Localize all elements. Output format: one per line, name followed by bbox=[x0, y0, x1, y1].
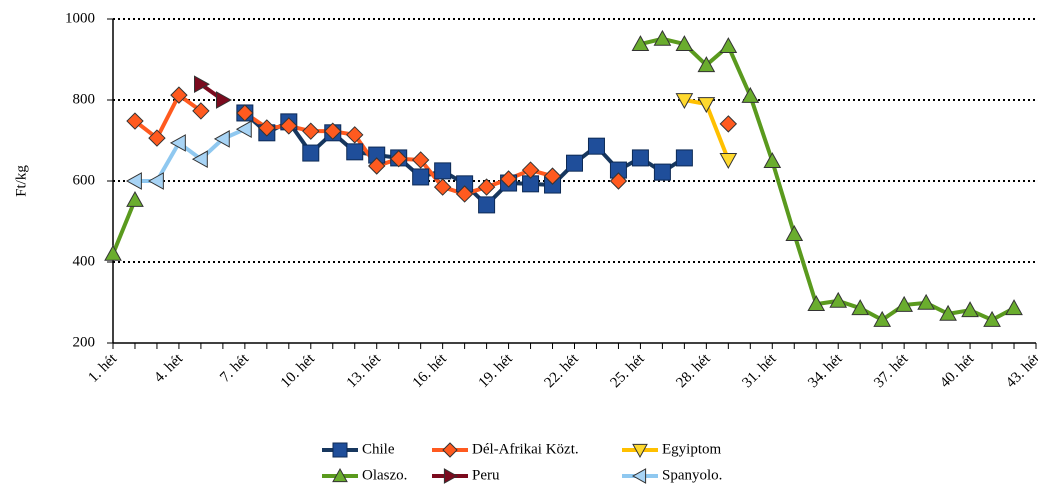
marker bbox=[785, 225, 804, 241]
marker bbox=[213, 130, 230, 148]
series-line bbox=[135, 95, 728, 194]
marker bbox=[763, 152, 782, 169]
marker bbox=[455, 185, 474, 203]
marker bbox=[194, 75, 210, 94]
legend-label: Egyiptom bbox=[662, 441, 721, 457]
marker bbox=[873, 310, 892, 327]
legend-marker bbox=[332, 442, 348, 458]
marker bbox=[675, 149, 693, 167]
x-tick-label: 4. hét bbox=[151, 350, 186, 385]
marker bbox=[961, 301, 979, 318]
marker bbox=[389, 150, 408, 168]
x-tick-label: 43. hét bbox=[1003, 350, 1038, 391]
marker bbox=[719, 153, 738, 169]
marker bbox=[258, 119, 276, 137]
marker bbox=[653, 29, 672, 46]
marker bbox=[499, 170, 518, 188]
legend-marker bbox=[332, 467, 348, 483]
marker bbox=[125, 172, 142, 190]
marker bbox=[675, 93, 694, 110]
y-tick-label: 600 bbox=[73, 172, 96, 188]
marker bbox=[653, 163, 671, 181]
x-tick-label: 1. hét bbox=[85, 350, 120, 385]
marker bbox=[697, 56, 716, 73]
marker bbox=[433, 178, 452, 196]
marker bbox=[346, 143, 364, 161]
marker bbox=[807, 295, 826, 312]
marker bbox=[191, 150, 208, 168]
legend-marker bbox=[632, 443, 648, 459]
marker bbox=[170, 86, 188, 104]
legend-label: Spanyolo. bbox=[662, 467, 722, 483]
x-tick-label: 40. hét bbox=[937, 350, 978, 391]
marker bbox=[1005, 299, 1023, 316]
x-tick-label: 31. hét bbox=[739, 350, 780, 391]
marker bbox=[368, 157, 386, 175]
marker bbox=[126, 112, 144, 130]
x-tick-label: 28. hét bbox=[673, 350, 714, 391]
marker bbox=[104, 244, 122, 261]
marker bbox=[346, 126, 364, 144]
series-line bbox=[111, 36, 1015, 322]
marker bbox=[829, 291, 848, 308]
legend-label: Chile bbox=[362, 441, 395, 457]
marker bbox=[126, 191, 144, 207]
marker bbox=[697, 97, 716, 114]
legend-marker bbox=[443, 468, 459, 484]
marker bbox=[280, 117, 298, 135]
marker bbox=[478, 196, 496, 214]
x-tick-label: 22. hét bbox=[542, 350, 583, 391]
marker bbox=[302, 122, 320, 140]
marker bbox=[631, 35, 650, 52]
marker bbox=[895, 295, 913, 312]
marker bbox=[631, 149, 649, 167]
y-tick-label: 200 bbox=[73, 334, 96, 350]
marker bbox=[169, 134, 186, 152]
marker bbox=[851, 299, 870, 316]
marker bbox=[412, 168, 430, 186]
marker bbox=[741, 86, 760, 103]
marker bbox=[521, 161, 540, 179]
x-tick-label: 16. hét bbox=[410, 350, 451, 391]
y-tick-label: 800 bbox=[73, 91, 96, 107]
marker bbox=[477, 178, 496, 196]
marker bbox=[587, 137, 605, 155]
marker bbox=[147, 172, 164, 190]
legend-marker bbox=[442, 442, 458, 458]
legend-label: Olaszo. bbox=[362, 467, 407, 483]
marker bbox=[192, 102, 210, 120]
marker bbox=[939, 304, 957, 321]
marker bbox=[917, 293, 935, 310]
marker bbox=[324, 122, 342, 140]
legend-marker bbox=[631, 468, 647, 484]
x-tick-label: 7. hét bbox=[217, 350, 252, 385]
marker bbox=[215, 91, 232, 109]
marker bbox=[719, 37, 738, 54]
legend-label: Peru bbox=[472, 467, 500, 483]
y-tick-label: 400 bbox=[73, 253, 96, 269]
y-tick-label: 1000 bbox=[65, 10, 95, 26]
marker bbox=[236, 104, 254, 122]
marker bbox=[609, 172, 628, 190]
marker bbox=[983, 310, 1001, 327]
x-tick-label: 13. hét bbox=[344, 350, 385, 391]
x-tick-label: 34. hét bbox=[805, 350, 846, 391]
marker bbox=[411, 151, 430, 169]
marker bbox=[434, 162, 452, 180]
marker bbox=[719, 115, 738, 133]
y-axis-label: Ft/kg bbox=[13, 165, 29, 197]
legend-label: Dél-Afrikai Közt. bbox=[472, 441, 579, 457]
x-tick-label: 10. hét bbox=[278, 350, 319, 391]
marker bbox=[235, 120, 252, 139]
marker bbox=[148, 129, 166, 147]
x-tick-label: 37. hét bbox=[871, 350, 912, 391]
marker bbox=[675, 35, 694, 52]
marker bbox=[566, 154, 583, 172]
marker bbox=[302, 144, 320, 162]
marker bbox=[543, 167, 562, 185]
x-tick-label: 19. hét bbox=[476, 350, 517, 391]
x-tick-label: 25. hét bbox=[608, 350, 649, 391]
